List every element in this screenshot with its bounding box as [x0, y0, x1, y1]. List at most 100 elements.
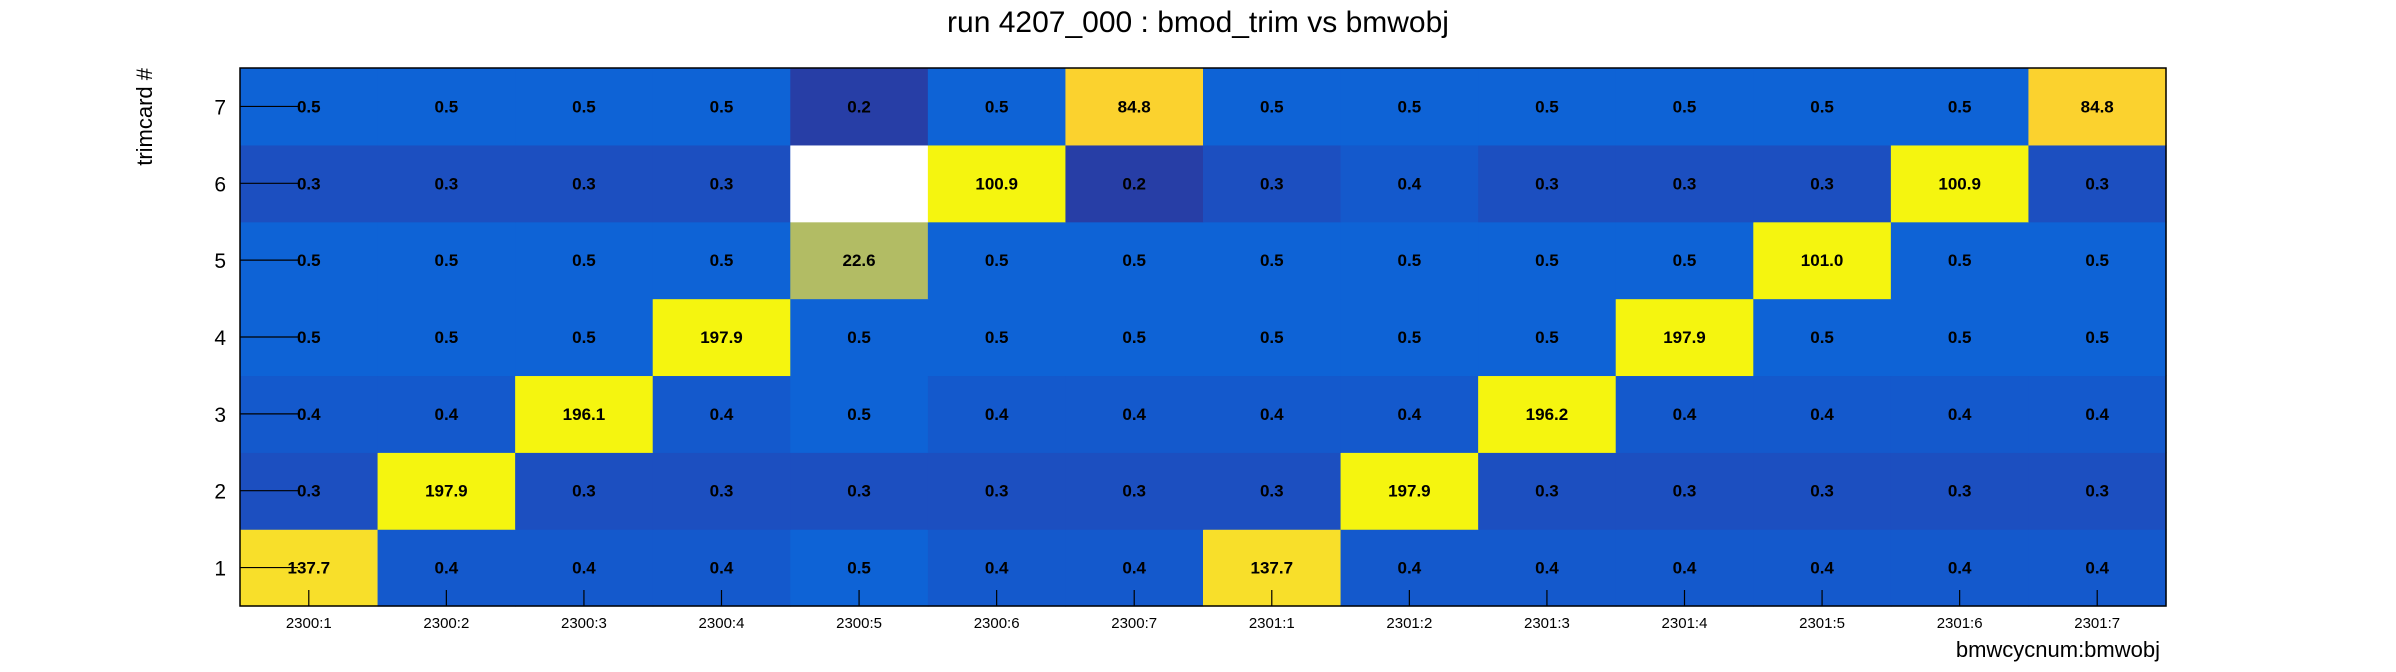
cell-value-label: 0.3 [572, 174, 596, 193]
heatmap-cell [1065, 144, 1204, 223]
cell-value-label: 0.5 [985, 251, 1009, 270]
cell-value-label: 0.4 [1673, 559, 1697, 578]
heatmap-cell [1478, 68, 1617, 146]
chart-title: run 4207_000 : bmod_trim vs bmwobj [947, 6, 1449, 39]
cell-value-label: 0.5 [847, 559, 871, 578]
cell-value-label: 0.5 [1948, 251, 1972, 270]
y-tick-label: 2 [214, 481, 226, 504]
cell-value-label: 0.3 [2085, 174, 2109, 193]
heatmap-cell [1203, 144, 1342, 223]
cell-value-label: 0.4 [1810, 559, 1834, 578]
x-tick-label: 2301:7 [2074, 615, 2120, 632]
cell-value-label: 84.8 [1118, 97, 1151, 116]
heatmap-cell [2028, 375, 2167, 453]
cell-value-label: 0.4 [1398, 405, 1422, 424]
heatmap-cell [1615, 298, 1754, 377]
cell-value-label: 0.3 [710, 174, 734, 193]
cell-value-label: 0.5 [985, 328, 1009, 347]
heatmap-cell [2028, 68, 2167, 146]
cell-value-label: 0.5 [710, 97, 734, 116]
x-tick-label: 2301:3 [1524, 615, 1570, 632]
heatmap-cell [1890, 68, 2030, 146]
heatmap-cell [1203, 452, 1342, 530]
x-tick-label: 2301:4 [1662, 615, 1708, 632]
cell-value-label: 0.3 [1673, 174, 1697, 193]
cell-value-label: 0.3 [1810, 482, 1834, 501]
cell-value-label: 0.4 [1810, 405, 1834, 424]
cell-value-label: 0.4 [1948, 559, 1972, 578]
cell-value-label: 0.3 [1260, 174, 1284, 193]
cell-value-label: 0.4 [1535, 559, 1559, 578]
y-tick-label: 1 [214, 558, 226, 581]
heatmap-cell [2028, 221, 2167, 300]
y-tick-label: 6 [214, 173, 226, 196]
heatmap-cell [1065, 221, 1204, 300]
cell-value-label: 0.2 [847, 97, 871, 116]
heatmap-cell [1753, 375, 1892, 453]
heatmap-cell [2028, 452, 2167, 530]
heatmap-cell [1615, 221, 1754, 300]
heatmap-cell [1753, 452, 1892, 530]
cell-value-label: 0.5 [1673, 97, 1697, 116]
y-axis-title: trimcard # [132, 67, 157, 166]
heatmap-cell [377, 144, 516, 223]
cell-value-label: 0.4 [710, 559, 734, 578]
cell-value-label: 0.4 [985, 405, 1009, 424]
heatmap-cell [1478, 298, 1617, 377]
heatmap-cell [927, 375, 1067, 453]
heatmap-cell [790, 298, 929, 377]
heatmap-cell [927, 144, 1067, 223]
plot-frame [239, 67, 2167, 607]
heatmap-cell [1890, 221, 2030, 300]
heatmap-cells [240, 68, 2167, 607]
cell-value-label: 0.2 [1122, 174, 1146, 193]
cell-value-label: 0.5 [1810, 97, 1834, 116]
heatmap-cell [1615, 68, 1754, 146]
heatmap-cell [515, 375, 654, 453]
heatmap-cell [377, 68, 516, 146]
heatmap-cell [1890, 452, 2030, 530]
x-tick-label: 2300:7 [1111, 615, 1157, 632]
heatmap-cell [1478, 375, 1617, 453]
heatmap-cell [1615, 452, 1754, 530]
cell-value-label: 0.4 [435, 559, 459, 578]
heatmap-cell [1340, 452, 1479, 530]
cell-value-label: 0.5 [985, 97, 1009, 116]
heatmap-cell [790, 144, 929, 223]
y-tick-label: 7 [214, 96, 226, 119]
x-tick-label: 2301:6 [1937, 615, 1983, 632]
heatmap-cell [1340, 221, 1479, 300]
cell-value-label: 84.8 [2081, 97, 2114, 116]
heatmap-cell [652, 452, 791, 530]
cell-value-label: 0.3 [985, 482, 1009, 501]
cell-value-label: 137.7 [1251, 559, 1294, 578]
heatmap-cell [1340, 298, 1479, 377]
heatmap-cell [790, 452, 929, 530]
heatmap-cell [1753, 221, 1892, 300]
y-tick-label: 3 [214, 404, 226, 427]
cell-value-label: 0.5 [1535, 251, 1559, 270]
heatmap-cell [377, 452, 516, 530]
heatmap-cell [1478, 452, 1617, 530]
cell-value-label: 0.5 [1673, 251, 1697, 270]
cell-value-label: 0.5 [1948, 97, 1972, 116]
heatmap-cell [515, 68, 654, 146]
x-tick-label: 2301:1 [1249, 615, 1295, 632]
cell-value-labels: 137.7 0.4 0.4 0.4 0.5 0.4 0.4 137.7 0.4 0.4 0.4 0.4… [288, 97, 2114, 577]
cell-value-label: 0.4 [1122, 559, 1146, 578]
cell-value-label: 22.6 [843, 251, 876, 270]
cell-value-label: 0.4 [435, 405, 459, 424]
cell-value-label: 197.9 [1663, 328, 1706, 347]
heatmap-cell [1615, 375, 1754, 453]
cell-value-label: 0.5 [572, 97, 596, 116]
heatmap-cell [1890, 144, 2030, 223]
cell-value-label: 0.5 [1260, 328, 1284, 347]
cell-value-label: 0.3 [1810, 174, 1834, 193]
cell-value-label: 0.3 [1535, 482, 1559, 501]
cell-value-label: 197.9 [700, 328, 743, 347]
cell-value-label: 101.0 [1801, 251, 1844, 270]
heatmap-cell [1065, 375, 1204, 453]
cell-value-label: 137.7 [288, 559, 331, 578]
cell-value-label: 197.9 [1388, 482, 1431, 501]
cell-value-label: 0.4 [1122, 405, 1146, 424]
